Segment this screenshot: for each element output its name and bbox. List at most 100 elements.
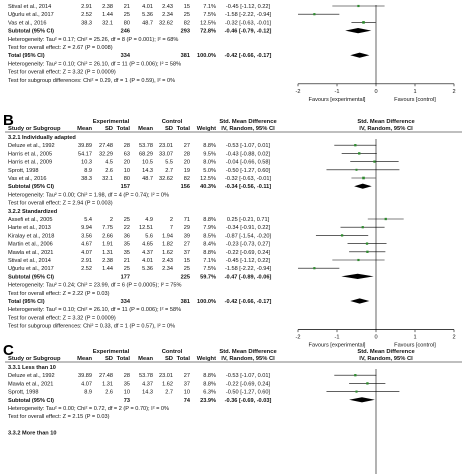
exp-total: 63 <box>124 151 130 157</box>
ctl-total: 27 <box>184 373 190 379</box>
favours-control: Favours [control] <box>394 97 436 103</box>
stats-text: Test for overall effect: Z = 2.94 (P = 0… <box>8 201 113 207</box>
header-ci: IV, Random, 95% CI <box>221 126 275 132</box>
exp-total: 25 <box>124 12 130 18</box>
exp-mean: 5.4 <box>84 217 92 223</box>
header-exp-total: Total <box>117 356 131 362</box>
smd-ci: -0.22 [-0.69, 0.24] <box>226 381 271 387</box>
ctl-sd: 7 <box>170 225 173 231</box>
header-smd-plot: Std. Mean Difference <box>357 349 415 355</box>
subtotal-diamond <box>354 183 372 189</box>
study-label: Harte et al., 2013 <box>8 225 51 231</box>
weight: 7.1% <box>203 4 216 10</box>
smd-ci: 0.25 [-0.21, 0.71] <box>227 217 270 223</box>
effect-point <box>354 374 357 377</box>
ctl-mean: 10.5 <box>142 160 153 166</box>
study-label: Vas et al., 2016 <box>8 20 46 26</box>
ctl-mean: 5.36 <box>142 266 153 272</box>
ctl-mean: 48.7 <box>142 176 153 182</box>
exp-total: 80 <box>124 20 130 26</box>
exp-mean: 2.52 <box>81 12 92 18</box>
weight: 12.5% <box>200 20 216 26</box>
effect-point <box>357 258 360 262</box>
study-label: Sprott, 1998 <box>8 390 38 396</box>
subtotal-label: Subtotal (95% CI) <box>8 274 54 280</box>
smd-ci: -0.22 [-0.69, 0.24] <box>226 250 271 256</box>
x-tick-label: -1 <box>335 89 340 95</box>
weight: 12.5% <box>200 176 216 182</box>
subgroup-heading: 3.3.2 More than 10 <box>8 431 57 437</box>
ctl-sd: 2.34 <box>162 266 173 272</box>
exp-sd: 2.38 <box>102 258 113 264</box>
exp-sd: 1.44 <box>102 12 113 18</box>
study-label: Uğurlu et al., 2017 <box>8 12 54 18</box>
weight: 8.8% <box>203 381 216 387</box>
header-ctl-sd: SD <box>165 356 173 362</box>
study-label: StivaI et al., 2014 <box>8 4 51 10</box>
exp-sd: 4.5 <box>105 160 113 166</box>
x-tick-label: 1 <box>413 335 416 341</box>
ctl-total: 10 <box>184 390 190 396</box>
total-label: Total (95% CI) <box>8 299 45 305</box>
study-label: Deluze et al., 1992 <box>8 373 55 379</box>
exp-sd: 2.6 <box>105 390 113 396</box>
exp-total: 246 <box>121 29 130 35</box>
header-ci: IV, Random, 95% CI <box>221 356 275 362</box>
x-tick-label: -2 <box>296 89 301 95</box>
header-ctl-total: Total <box>177 356 191 362</box>
weight: 8.8% <box>203 217 216 223</box>
exp-mean: 8.9 <box>84 390 92 396</box>
exp-sd: 1.31 <box>102 250 113 256</box>
stats-text: Test for subgroup differences: Chi² = 0.… <box>8 78 175 84</box>
subgroup-heading: 3.2.1 Individually adapted <box>8 135 76 141</box>
weight: 7.1% <box>203 258 216 264</box>
stats-text: Test for overall effect: Z = 2.15 (P = 0… <box>8 414 110 420</box>
exp-sd: 2 <box>110 217 113 223</box>
ctl-total: 28 <box>184 151 190 157</box>
exp-mean: 54.17 <box>78 151 92 157</box>
weight: 23.9% <box>200 398 216 404</box>
ctl-mean: 4.37 <box>142 381 153 387</box>
exp-mean: 9.94 <box>81 225 92 231</box>
exp-sd: 7.75 <box>102 225 113 231</box>
weight: 8.5% <box>203 233 216 239</box>
ctl-mean: 4.37 <box>142 250 153 256</box>
effect-point <box>366 250 369 253</box>
forest-panel-3: C Experimental Control Std. Mean Difference… <box>3 342 462 474</box>
ctl-total: 82 <box>184 176 190 182</box>
header-ctl-total: Total <box>177 126 191 132</box>
x-tick-label: 2 <box>452 335 455 341</box>
exp-sd: 32.1 <box>102 176 113 182</box>
stats-text: Heterogeneity: Tau² = 0.24; Chi² = 23.99… <box>8 283 181 289</box>
exp-mean: 4.07 <box>81 250 92 256</box>
weight: 9.5% <box>203 151 216 157</box>
exp-mean: 3.56 <box>81 233 92 239</box>
header-ci-plot: IV, Random, 95% CI <box>359 126 413 132</box>
exp-sd: 2.6 <box>105 168 113 174</box>
exp-mean: 39.89 <box>78 143 92 149</box>
exp-sd: 2.38 <box>102 4 113 10</box>
subtotal-label: Subtotal (95% CI) <box>8 184 54 190</box>
exp-total: 35 <box>124 381 130 387</box>
header-ctl-mean: Mean <box>138 126 153 132</box>
ctl-sd: 1.62 <box>162 250 173 256</box>
exp-mean: 4.67 <box>81 242 92 248</box>
ctl-mean: 12.51 <box>139 225 153 231</box>
weight: 8.4% <box>203 242 216 248</box>
header-experimental: Experimental <box>93 349 130 355</box>
ctl-total: 381 <box>181 299 190 305</box>
subgroup-heading: 3.2.2 Standardized <box>8 209 58 215</box>
header-smd: Std. Mean Difference <box>219 349 277 355</box>
ctl-mean: 14.3 <box>142 168 153 174</box>
header-exp-mean: Mean <box>77 356 92 362</box>
header-exp-sd: SD <box>105 356 113 362</box>
ctl-mean: 68.29 <box>139 151 153 157</box>
smd-ci: -0.50 [-1.27, 0.60] <box>226 390 271 396</box>
ctl-mean: 53.78 <box>139 143 153 149</box>
exp-sd: 27.48 <box>99 373 113 379</box>
ctl-total: 37 <box>184 250 190 256</box>
header-exp-total: Total <box>117 126 131 132</box>
smd-ci: -0.45 [-1.12, 0.22] <box>226 258 271 264</box>
effect-point <box>313 267 316 270</box>
